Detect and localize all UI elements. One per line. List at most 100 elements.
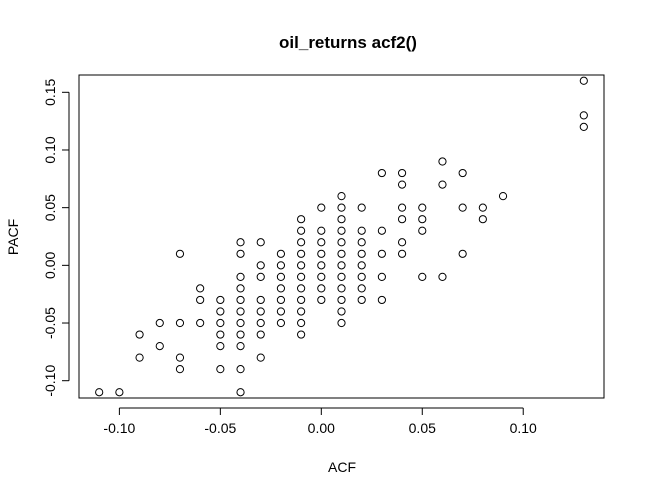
data-point xyxy=(276,249,286,258)
data-point xyxy=(297,238,306,247)
y-tick-label: -0.10 xyxy=(42,365,58,397)
data-point xyxy=(155,341,164,351)
data-point xyxy=(458,203,467,212)
y-axis: -0.10 -0.05 0.00 0.05 0.10 0.15 xyxy=(42,78,70,397)
y-tick-label: 0.05 xyxy=(42,194,58,221)
x-tick-label: 0.00 xyxy=(308,420,335,436)
data-point xyxy=(357,272,366,281)
data-point xyxy=(337,192,346,201)
data-point xyxy=(317,284,326,293)
data-point xyxy=(196,284,205,293)
x-tick-label: -0.05 xyxy=(204,420,236,436)
data-point xyxy=(216,318,225,328)
data-point xyxy=(216,307,225,316)
data-point xyxy=(155,318,164,328)
data-point xyxy=(256,330,265,339)
data-point xyxy=(115,388,124,397)
data-point xyxy=(297,330,306,339)
data-point xyxy=(236,330,245,339)
data-point xyxy=(276,272,286,281)
data-point xyxy=(438,180,447,189)
data-point xyxy=(297,226,306,235)
data-point xyxy=(438,272,447,281)
data-point xyxy=(297,295,306,305)
x-tick-label: 0.05 xyxy=(409,420,436,436)
data-point xyxy=(377,168,386,178)
data-point xyxy=(418,226,427,235)
data-point xyxy=(236,318,245,328)
data-point xyxy=(297,272,306,281)
data-point xyxy=(317,226,326,235)
data-point xyxy=(498,192,508,201)
data-point xyxy=(579,76,588,85)
data-point xyxy=(397,238,407,247)
data-point xyxy=(357,261,366,270)
y-tick-label: 0.00 xyxy=(42,252,58,279)
data-point xyxy=(317,203,326,212)
data-point xyxy=(317,295,326,305)
data-point xyxy=(95,388,104,397)
data-point xyxy=(357,284,366,293)
data-point xyxy=(418,203,427,212)
x-tick-label: -0.10 xyxy=(103,420,135,436)
y-axis-label: PACF xyxy=(5,219,21,255)
data-point xyxy=(216,365,225,374)
data-point xyxy=(297,249,306,258)
data-point xyxy=(256,353,265,362)
data-point xyxy=(196,295,205,305)
data-point xyxy=(256,318,265,328)
data-point xyxy=(256,238,265,247)
data-point xyxy=(478,203,487,212)
data-point xyxy=(236,272,245,281)
data-point xyxy=(397,203,407,212)
data-point xyxy=(236,249,245,258)
y-tick-label: -0.05 xyxy=(42,307,58,339)
data-point xyxy=(478,215,487,224)
data-point xyxy=(377,249,386,258)
data-point xyxy=(337,238,346,247)
data-point xyxy=(256,295,265,305)
data-point xyxy=(276,284,286,293)
data-point xyxy=(256,272,265,281)
data-point xyxy=(418,215,427,224)
data-point xyxy=(357,249,366,258)
data-point xyxy=(337,249,346,258)
data-point xyxy=(196,318,205,328)
data-point xyxy=(276,295,286,305)
data-point xyxy=(236,295,245,305)
data-point xyxy=(357,226,366,235)
data-point xyxy=(236,307,245,316)
data-point xyxy=(297,261,306,270)
data-point xyxy=(297,284,306,293)
data-point xyxy=(135,353,144,362)
data-point xyxy=(397,180,407,189)
data-point xyxy=(357,295,366,305)
data-point xyxy=(337,284,346,293)
data-point xyxy=(256,307,265,316)
data-point xyxy=(216,295,225,305)
data-point xyxy=(236,238,245,247)
data-point xyxy=(337,272,346,281)
data-point xyxy=(236,284,245,293)
data-point xyxy=(297,215,306,224)
data-point xyxy=(337,261,346,270)
data-point xyxy=(438,157,447,166)
data-point xyxy=(175,249,185,258)
data-point xyxy=(175,353,185,362)
data-point xyxy=(175,365,185,374)
plot-frame xyxy=(78,74,605,399)
data-point xyxy=(458,168,467,178)
data-point xyxy=(276,261,286,270)
data-point xyxy=(236,388,245,397)
data-point xyxy=(337,307,346,316)
data-point xyxy=(337,203,346,212)
y-tick-label: 0.15 xyxy=(42,78,58,105)
data-point xyxy=(317,272,326,281)
data-point xyxy=(317,238,326,247)
x-tick-label: 0.10 xyxy=(510,420,537,436)
data-point xyxy=(337,318,346,328)
data-point xyxy=(236,365,245,374)
data-point xyxy=(377,272,386,281)
data-point xyxy=(175,318,185,328)
data-point xyxy=(579,122,588,132)
